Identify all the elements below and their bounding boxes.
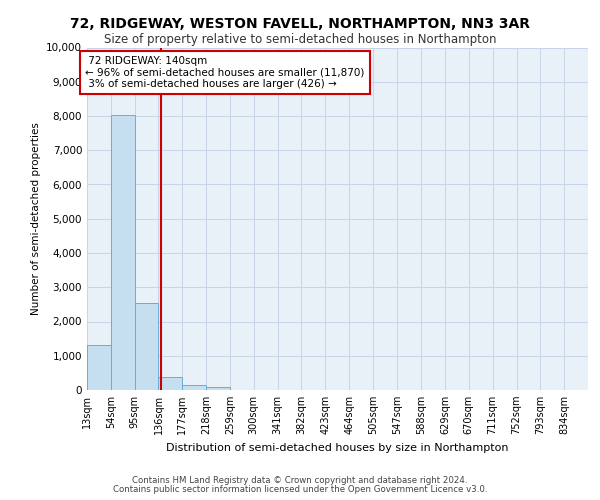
- Bar: [158, 376, 182, 390]
- Bar: [206, 388, 230, 390]
- Text: Size of property relative to semi-detached houses in Northampton: Size of property relative to semi-detach…: [104, 32, 496, 46]
- Text: 72 RIDGEWAY: 140sqm
← 96% of semi-detached houses are smaller (11,870)
 3% of se: 72 RIDGEWAY: 140sqm ← 96% of semi-detach…: [85, 56, 365, 90]
- X-axis label: Distribution of semi-detached houses by size in Northampton: Distribution of semi-detached houses by …: [166, 442, 509, 452]
- Bar: [182, 385, 206, 390]
- Bar: [87, 345, 111, 390]
- Text: 72, RIDGEWAY, WESTON FAVELL, NORTHAMPTON, NN3 3AR: 72, RIDGEWAY, WESTON FAVELL, NORTHAMPTON…: [70, 18, 530, 32]
- Text: Contains HM Land Registry data © Crown copyright and database right 2024.: Contains HM Land Registry data © Crown c…: [132, 476, 468, 485]
- Bar: [111, 116, 134, 390]
- Bar: [134, 304, 158, 390]
- Y-axis label: Number of semi-detached properties: Number of semi-detached properties: [31, 122, 41, 315]
- Text: Contains public sector information licensed under the Open Government Licence v3: Contains public sector information licen…: [113, 484, 487, 494]
